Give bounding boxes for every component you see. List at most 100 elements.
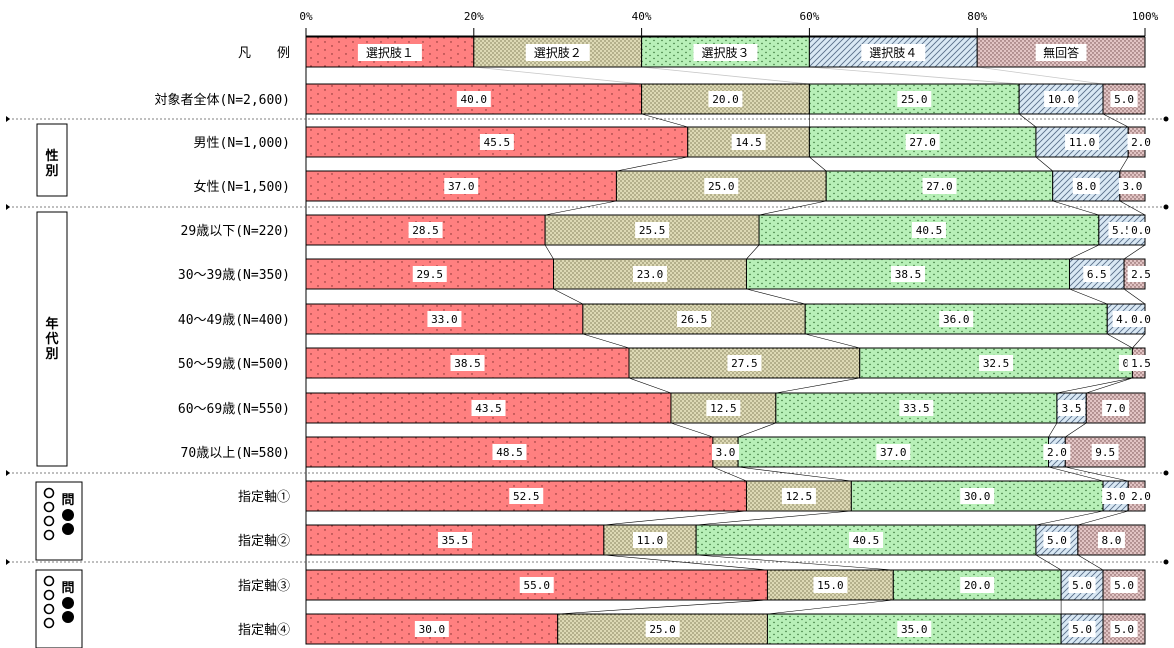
connector-line — [1123, 244, 1146, 260]
value-label: 3.5 — [1062, 402, 1082, 415]
value-label-bg — [922, 178, 957, 194]
value-label: 2.5 — [1131, 268, 1151, 281]
connector-line — [746, 288, 806, 305]
connector-line — [582, 333, 630, 349]
x-tick-label: 100% — [1132, 10, 1159, 23]
connector-line — [628, 377, 672, 394]
value-label-bg — [1068, 577, 1096, 593]
x-tick-label: 80% — [967, 10, 987, 23]
value-label-bg — [1102, 400, 1130, 416]
connector-line — [1035, 554, 1062, 571]
connector-line — [758, 200, 827, 216]
value-label: 45.5 — [484, 136, 511, 149]
bar-segment — [758, 214, 1100, 246]
value-label: 6.5 — [1087, 268, 1107, 281]
value-label: 37.0 — [448, 180, 475, 193]
value-label: 35.0 — [901, 623, 928, 636]
value-label: 35.5 — [442, 534, 469, 547]
empty-circle-icon — [43, 487, 55, 499]
value-label-bg — [1044, 91, 1079, 107]
value-label: 23.0 — [637, 268, 664, 281]
value-label: 12.5 — [786, 490, 813, 503]
value-label: 0.0 — [1131, 224, 1151, 237]
value-label: 25.5 — [639, 224, 666, 237]
legend-row-label: 凡 例 — [238, 46, 290, 61]
empty-circle-icon — [43, 501, 55, 513]
empty-circle-icon — [43, 589, 55, 601]
group-label: 問 — [61, 581, 74, 596]
legend-swatch — [976, 36, 1146, 68]
value-label: 40.5 — [853, 534, 880, 547]
value-label-bg — [408, 222, 443, 238]
empty-circle-icon — [43, 529, 55, 541]
value-label: 2.0 — [1131, 490, 1151, 503]
value-label-bg — [414, 621, 449, 637]
x-tick-label: 60% — [799, 10, 819, 23]
x-tick-label: 40% — [632, 10, 652, 23]
value-label-bg — [979, 355, 1014, 371]
group-label-char: 別 — [44, 164, 58, 179]
connector-line — [473, 66, 642, 85]
value-label: 5.0 — [1047, 534, 1067, 547]
row-label: 70歳以上(N=580) — [181, 446, 290, 461]
x-tick-label: 0% — [299, 10, 313, 23]
connector-line — [1018, 113, 1037, 128]
legend-label: 選択肢３ — [701, 45, 749, 60]
value-label-bg — [905, 134, 940, 150]
value-label: 43.5 — [475, 402, 502, 415]
value-label-bg — [1058, 400, 1086, 416]
row-label: 50～59歳(N=500) — [178, 357, 290, 372]
connector-line — [1077, 554, 1104, 571]
connector-line — [544, 244, 554, 260]
legend-label: 選択肢４ — [869, 45, 917, 60]
value-label: 32.5 — [983, 357, 1010, 370]
value-label-bg — [960, 488, 995, 504]
connector-line — [712, 466, 747, 482]
legend-label-bg — [861, 44, 926, 61]
row-label: 30～39歳(N=350) — [178, 268, 290, 283]
group-box-question — [35, 481, 83, 561]
value-label-bg — [1127, 355, 1155, 371]
value-label: 28.5 — [412, 224, 439, 237]
row-label: 40～49歳(N=400) — [178, 313, 290, 328]
row-label: 女性(N=1,500) — [194, 179, 290, 195]
row-label: 対象者全体(N=2,600) — [155, 92, 290, 108]
value-label: 5.0 — [1072, 623, 1092, 636]
value-label-bg — [450, 355, 485, 371]
value-label-bg — [849, 532, 884, 548]
connector-line — [696, 510, 852, 526]
value-label-bg — [1072, 178, 1100, 194]
legend-label-bg — [693, 44, 758, 61]
connector-line — [809, 66, 1020, 85]
group-label-char: 年 — [45, 316, 58, 332]
separator-arrow-icon — [6, 559, 10, 565]
connector-line — [545, 200, 617, 216]
separator-dot-icon — [1163, 116, 1169, 122]
value-label: 10.0 — [1048, 93, 1075, 106]
value-label: 25.0 — [649, 623, 676, 636]
separator-arrow-icon — [6, 204, 10, 210]
value-label: 38.5 — [895, 268, 922, 281]
separator-dot-icon — [1163, 204, 1169, 210]
legend-label: 無回答 — [1043, 45, 1079, 60]
value-label-bg — [1043, 532, 1071, 548]
value-label: 30.0 — [964, 490, 991, 503]
value-label: 8.0 — [1102, 534, 1122, 547]
filled-circle-icon — [62, 509, 74, 521]
connector-line — [616, 156, 688, 172]
value-label-bg — [635, 222, 670, 238]
connector-line — [1048, 466, 1104, 482]
value-label-bg — [706, 400, 741, 416]
value-label: 5.0 — [1114, 93, 1134, 106]
value-label-bg — [437, 532, 472, 548]
value-label-bg — [1127, 311, 1155, 327]
value-label-bg — [708, 91, 743, 107]
connector-line — [1035, 156, 1053, 172]
value-label-bg — [813, 577, 848, 593]
empty-circle-icon — [43, 603, 55, 615]
value-label-bg — [412, 266, 447, 282]
value-label-bg — [899, 400, 934, 416]
value-label-bg — [444, 178, 479, 194]
value-label: 40.0 — [461, 93, 488, 106]
value-label-bg — [1097, 532, 1125, 548]
